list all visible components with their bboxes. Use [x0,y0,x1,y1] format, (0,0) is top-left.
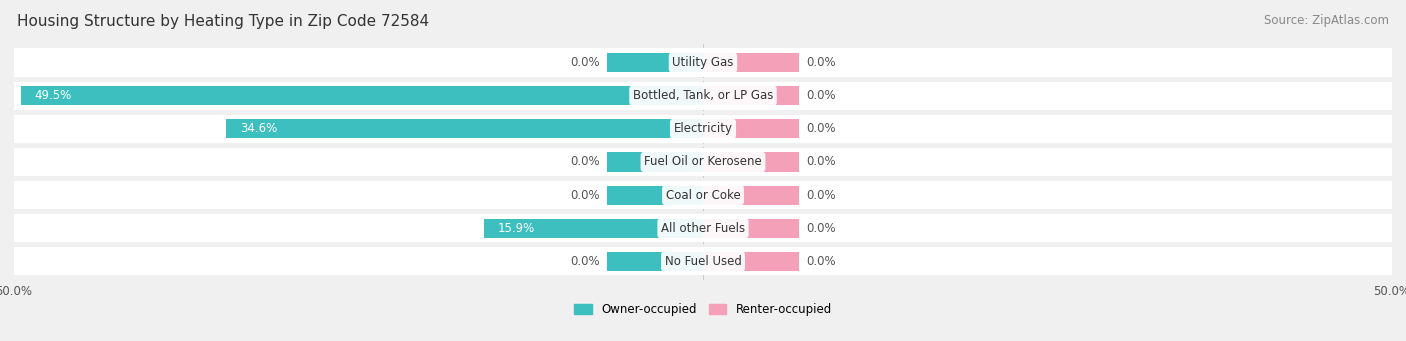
Text: 15.9%: 15.9% [498,222,534,235]
Text: 0.0%: 0.0% [807,189,837,202]
Text: 0.0%: 0.0% [569,189,599,202]
Bar [703,186,800,205]
Bar [703,219,800,238]
Bar [703,53,800,72]
Bar [21,86,703,105]
Text: Bottled, Tank, or LP Gas: Bottled, Tank, or LP Gas [633,89,773,102]
Bar [14,148,1392,176]
Text: Electricity: Electricity [673,122,733,135]
Text: 0.0%: 0.0% [807,89,837,102]
Bar [14,81,1392,110]
Bar [14,247,1392,276]
Text: 0.0%: 0.0% [807,222,837,235]
Bar [606,152,703,172]
Bar [703,86,800,105]
Text: 0.0%: 0.0% [569,56,599,69]
Bar [14,181,1392,209]
Text: 49.5%: 49.5% [35,89,72,102]
Text: 0.0%: 0.0% [807,56,837,69]
Bar [14,214,1392,242]
Text: No Fuel Used: No Fuel Used [665,255,741,268]
Bar [606,186,703,205]
Text: 0.0%: 0.0% [807,255,837,268]
Text: 0.0%: 0.0% [807,122,837,135]
Bar [606,53,703,72]
Bar [14,48,1392,77]
Bar [226,119,703,138]
Text: All other Fuels: All other Fuels [661,222,745,235]
Text: Utility Gas: Utility Gas [672,56,734,69]
Bar [484,219,703,238]
Text: Housing Structure by Heating Type in Zip Code 72584: Housing Structure by Heating Type in Zip… [17,14,429,29]
Bar [14,115,1392,143]
Text: 34.6%: 34.6% [240,122,277,135]
Text: Coal or Coke: Coal or Coke [665,189,741,202]
Text: Source: ZipAtlas.com: Source: ZipAtlas.com [1264,14,1389,27]
Text: 0.0%: 0.0% [569,255,599,268]
Bar [606,252,703,271]
Bar [703,152,800,172]
Text: Fuel Oil or Kerosene: Fuel Oil or Kerosene [644,155,762,168]
Text: 0.0%: 0.0% [569,155,599,168]
Bar [703,252,800,271]
Bar [703,119,800,138]
Legend: Owner-occupied, Renter-occupied: Owner-occupied, Renter-occupied [574,303,832,316]
Text: 0.0%: 0.0% [807,155,837,168]
